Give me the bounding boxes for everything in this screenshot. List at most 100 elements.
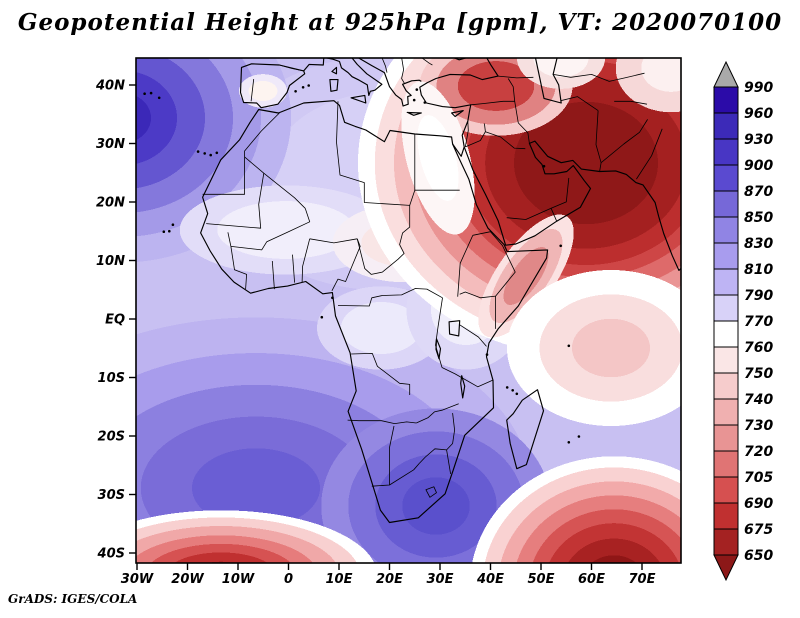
country-border xyxy=(459,324,487,347)
colorbar-label: 760 xyxy=(744,340,773,356)
country-border xyxy=(507,78,516,102)
country-border xyxy=(227,232,247,290)
lat-tick-label: EQ xyxy=(105,313,125,328)
island-dot xyxy=(542,164,546,168)
colorbar-label: 900 xyxy=(744,158,773,174)
coastline-corsica xyxy=(331,66,338,75)
colorbar-label: 705 xyxy=(744,470,773,486)
island-dot xyxy=(567,344,571,348)
colorbar-cell xyxy=(713,86,739,114)
island-dot xyxy=(515,392,519,396)
colorbar-label: 960 xyxy=(744,106,773,122)
island-dot xyxy=(157,96,161,100)
coastline-italy xyxy=(323,58,383,96)
island-dot xyxy=(209,153,212,157)
lon-tick-label: 60E xyxy=(578,572,605,587)
lat-tick-label: 40N xyxy=(95,79,125,94)
country-border xyxy=(560,96,599,111)
coastline-arabia-sw-asia xyxy=(463,140,681,271)
lon-tick-label: 20E xyxy=(376,572,403,587)
country-border xyxy=(459,252,516,299)
coastline-caspian-sea xyxy=(534,58,562,104)
lon-tick-label: 20W xyxy=(171,572,204,587)
lon-tick-label: 0 xyxy=(284,572,293,587)
colorbar-cell xyxy=(713,216,739,244)
lon-tick-label: 10W xyxy=(222,572,255,587)
country-border xyxy=(279,64,304,72)
island-dot xyxy=(505,386,509,389)
island-dot xyxy=(149,91,153,95)
country-border xyxy=(446,413,455,451)
colorbar-cell xyxy=(713,164,739,192)
country-border xyxy=(389,425,395,485)
colorbar-cell xyxy=(713,398,739,426)
country-border xyxy=(614,100,648,105)
colorbar-label: 675 xyxy=(744,522,773,538)
coastline-iberia xyxy=(239,63,306,109)
colorbar-cell xyxy=(713,450,739,478)
map-frame xyxy=(135,57,682,564)
country-border xyxy=(271,260,275,290)
colorbar-cell xyxy=(713,268,739,296)
island-dot xyxy=(559,244,562,248)
coastline-africa xyxy=(200,100,549,524)
island-dot xyxy=(294,90,297,93)
coastline-sicily xyxy=(350,94,367,104)
colorbar-bottom-arrow xyxy=(713,554,739,582)
country-border xyxy=(457,235,474,297)
country-border xyxy=(472,231,506,253)
island-dot xyxy=(215,151,219,155)
lat-tick-label: 20S xyxy=(98,430,125,445)
colorbar-label: 930 xyxy=(744,132,773,148)
coastline-lake-malawi xyxy=(460,375,466,399)
lat-tick-label: 10N xyxy=(96,254,125,269)
country-border xyxy=(351,353,411,395)
coastline-lake-victoria xyxy=(448,320,461,337)
country-border xyxy=(485,131,526,150)
country-border xyxy=(498,75,534,79)
island-dot xyxy=(485,353,489,356)
country-border xyxy=(301,238,311,283)
island-dot xyxy=(415,88,419,91)
island-dot xyxy=(320,315,324,319)
colorbar-cell xyxy=(713,320,739,348)
country-border xyxy=(550,208,558,222)
colorbar-cell xyxy=(713,502,739,530)
colorbar-label: 740 xyxy=(744,392,773,408)
colorbar-label: 850 xyxy=(744,210,773,226)
country-border xyxy=(419,448,447,464)
island-dot xyxy=(203,152,206,155)
country-border xyxy=(595,110,602,172)
island-dot xyxy=(412,98,416,102)
lon-tick-label: 30W xyxy=(121,572,154,587)
island-dot xyxy=(168,229,171,233)
island-dot xyxy=(511,389,514,392)
colorbar-label: 790 xyxy=(744,288,773,304)
colorbar-label: 750 xyxy=(744,366,773,382)
coastline-sinai-levant-anatolia xyxy=(419,58,499,157)
colorbar-label: 720 xyxy=(744,444,773,460)
grads-credit: GrADS: IGES/COLA xyxy=(8,592,138,606)
lon-tick-label: 70E xyxy=(629,572,656,587)
island-dot xyxy=(143,92,146,95)
colorbar-label: 810 xyxy=(744,262,773,278)
lon-tick-label: 40E xyxy=(476,572,504,587)
coastline-lake-tanganyika xyxy=(435,338,442,360)
country-border xyxy=(636,128,663,180)
country-border xyxy=(309,238,358,244)
coastline-crete xyxy=(406,111,422,116)
colorbar-cell xyxy=(713,138,739,166)
country-border xyxy=(244,156,306,209)
country-border xyxy=(425,486,437,498)
island-dot xyxy=(171,223,175,226)
country-border xyxy=(331,238,361,291)
coastline-sardinia xyxy=(329,79,339,92)
island-dot xyxy=(162,230,166,233)
colorbar-label: 990 xyxy=(744,80,773,96)
colorbar-label: 730 xyxy=(744,418,773,434)
country-border xyxy=(465,123,486,148)
colorbar-label: 870 xyxy=(744,184,773,200)
colorbar-cell xyxy=(713,242,739,270)
